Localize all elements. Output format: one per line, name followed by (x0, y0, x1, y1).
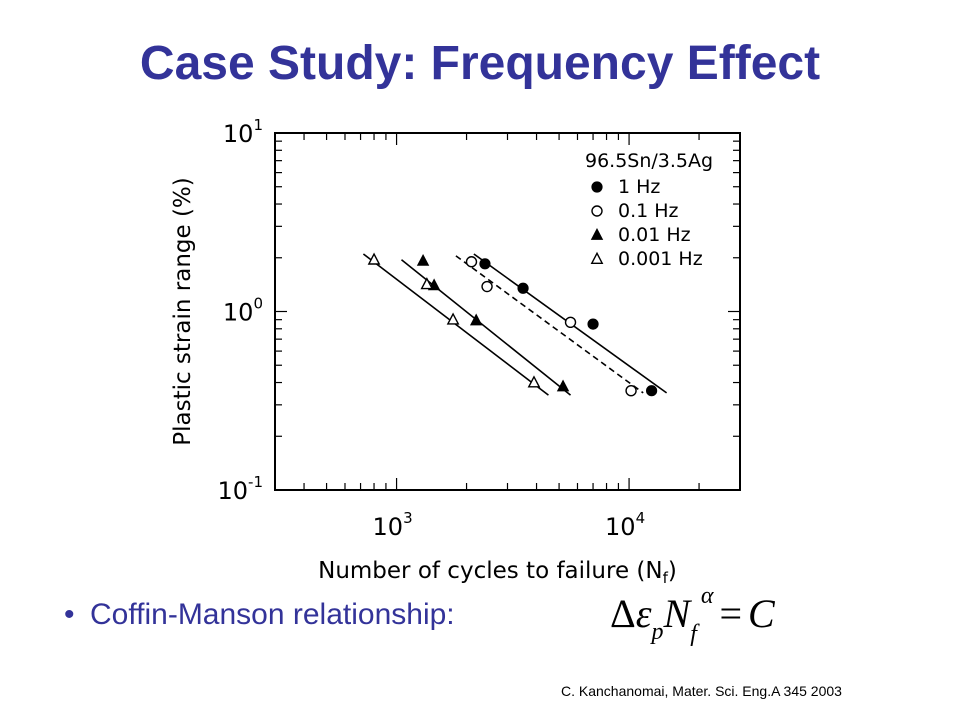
data-point (527, 375, 541, 388)
data-point (625, 385, 637, 397)
coffin-manson-formula: ΔεpNfα = C (610, 583, 775, 647)
legend-marker (590, 228, 604, 240)
bullet-marker: • (64, 598, 75, 631)
data-point (646, 385, 658, 397)
formula-epsilon: ε (635, 591, 652, 636)
legend-title: 96.5Sn/3.5Ag (585, 150, 713, 172)
data-point (517, 282, 529, 294)
citation: C. Kanchanomai, Mater. Sci. Eng.A 345 20… (561, 683, 842, 699)
fit-line-0-01-Hz (400, 259, 572, 396)
y-axis-label: Plastic strain range (%) (170, 177, 196, 446)
data-point (587, 318, 599, 330)
legend-label: 1 Hz (618, 176, 660, 198)
plot-frame (274, 132, 741, 491)
formula-delta: Δ (610, 591, 636, 636)
formula-f-subscript: f (690, 621, 697, 647)
fit-line-0-1-Hz (455, 255, 644, 394)
formula-alpha-superscript: α (700, 583, 714, 609)
data-point (481, 280, 493, 293)
data-point (556, 379, 570, 392)
y-tick-label: 101 (223, 116, 263, 148)
formula-p-subscript: p (651, 619, 664, 645)
data-point (564, 316, 577, 328)
data-point (367, 252, 381, 265)
data-point (420, 277, 434, 290)
data-point (465, 256, 478, 268)
bullet-text: Coffin-Manson relationship: (90, 598, 455, 631)
legend-label: 0.001 Hz (618, 248, 703, 270)
formula-C: C (748, 591, 775, 636)
data-point (469, 313, 483, 326)
legend-marker (591, 205, 603, 217)
x-axis-label: Number of cycles to failure (Nf) (318, 558, 677, 585)
strain-life-chart: 103 104 101 100 10-1 Number of cycles to fail… (170, 116, 741, 585)
legend-marker (591, 181, 603, 193)
legend-marker (590, 251, 604, 264)
bullet-item: • Coffin-Manson relationship: (64, 598, 455, 632)
formula-N: N (663, 591, 691, 636)
data-point (479, 258, 491, 270)
y-tick-label: 100 (223, 295, 263, 327)
y-tick-label: 10-1 (217, 473, 263, 505)
legend-label: 0.1 Hz (618, 200, 679, 222)
data-point (446, 312, 460, 325)
x-tick-label: 103 (373, 509, 413, 541)
data-point (416, 253, 430, 266)
slide-title: Case Study: Frequency Effect (139, 37, 821, 90)
x-tick-label: 104 (605, 509, 645, 541)
formula-equals: = (719, 591, 743, 636)
legend-label: 0.01 Hz (618, 224, 691, 246)
